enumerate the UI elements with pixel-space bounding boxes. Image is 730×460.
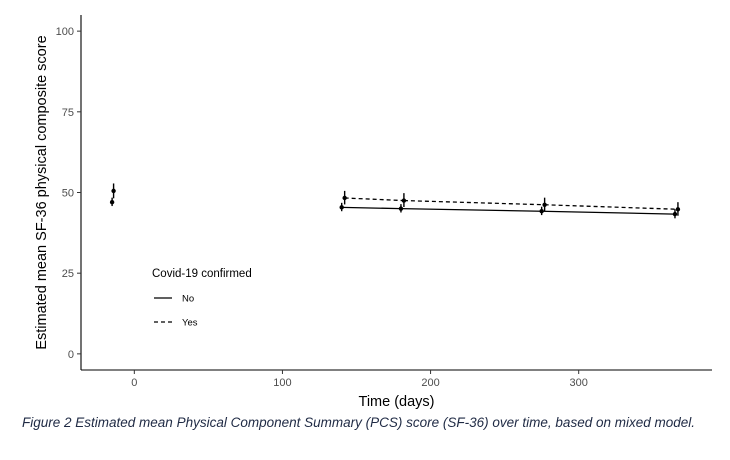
y-tick-label: 0 xyxy=(68,349,74,361)
y-tick-label: 100 xyxy=(56,26,74,38)
x-axis-label: Time (days) xyxy=(359,394,435,410)
y-axis-label: Estimated mean SF-36 physical composite … xyxy=(34,35,50,349)
series-yes-point xyxy=(542,202,547,207)
series-yes-point xyxy=(111,188,116,194)
series-no-point xyxy=(109,199,115,205)
x-tick-label: 300 xyxy=(570,377,588,389)
x-tick-label: 100 xyxy=(273,377,291,389)
figure-caption: Figure 2 Estimated mean Physical Compone… xyxy=(22,415,696,430)
series-no-point xyxy=(339,205,344,210)
legend-label-no: No xyxy=(182,294,194,305)
series-no-point xyxy=(539,209,544,214)
series-yes-point xyxy=(675,207,681,212)
legend-label-yes: Yes xyxy=(182,318,198,329)
series-no-line-segment xyxy=(341,206,401,210)
series-yes-line-segment xyxy=(344,197,404,202)
series-no-line-segment xyxy=(400,207,542,212)
legend-title: Covid-19 confirmed xyxy=(152,268,252,280)
series-yes-point xyxy=(342,195,347,201)
series-no-point xyxy=(672,211,678,217)
chart: 0 25 50 75 100 0 100 200 300 Time (days) Estimated… xyxy=(34,15,712,410)
series-yes-line-segment xyxy=(544,204,678,210)
y-tick-label: 25 xyxy=(62,268,74,280)
series-no-line-segment xyxy=(541,210,675,215)
series-yes-point xyxy=(401,198,407,203)
y-tick-label: 50 xyxy=(62,188,74,200)
x-tick-label: 0 xyxy=(131,377,137,389)
y-tick-label: 75 xyxy=(62,107,74,119)
series-no-point xyxy=(398,206,404,211)
x-tick-label: 200 xyxy=(421,377,439,389)
series-yes-line-segment xyxy=(403,199,545,206)
